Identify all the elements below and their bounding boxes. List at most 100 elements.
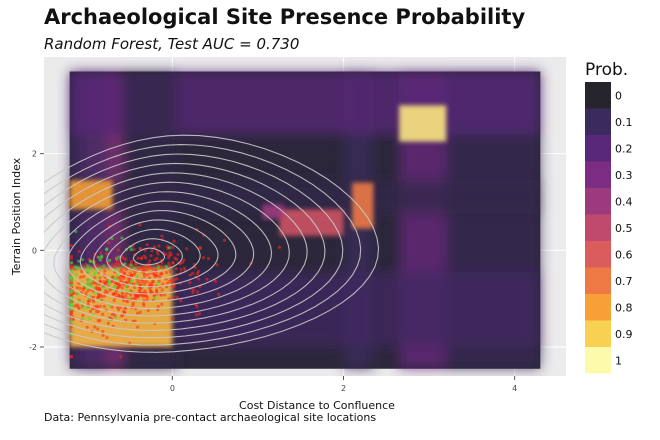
site-point	[137, 267, 141, 271]
legend-label: 0.2	[615, 142, 633, 155]
site-point	[165, 285, 169, 289]
site-point	[167, 261, 171, 265]
density-contour	[44, 162, 326, 331]
density-contour	[53, 191, 273, 310]
legend-swatch	[585, 214, 611, 241]
site-point	[159, 293, 164, 297]
site-point	[134, 262, 138, 266]
site-point	[152, 272, 156, 277]
site-point	[152, 245, 157, 249]
site-point	[168, 269, 172, 274]
legend-swatch	[585, 188, 611, 215]
site-point	[99, 250, 103, 255]
site-point	[124, 318, 128, 322]
chart-title: Archaeological Site Presence Probability	[44, 5, 526, 29]
site-point	[105, 290, 109, 294]
site-point	[168, 264, 172, 268]
site-point	[169, 278, 174, 282]
site-point	[146, 309, 150, 313]
legend-swatch	[585, 82, 611, 109]
site-point	[176, 252, 180, 257]
site-point	[103, 269, 107, 273]
site-point	[69, 288, 73, 293]
site-point	[164, 252, 168, 257]
site-point	[86, 264, 90, 268]
site-point	[102, 264, 106, 268]
site-point	[92, 273, 96, 277]
legend-label: 0.6	[615, 248, 633, 261]
x-axis-label: Cost Distance to Confluence	[239, 399, 395, 412]
site-point	[81, 275, 86, 279]
legend-swatch	[585, 108, 611, 135]
site-point	[85, 325, 89, 329]
site-point	[207, 256, 211, 261]
legend-title: Prob.	[585, 60, 629, 80]
site-point	[80, 269, 84, 274]
site-point	[69, 304, 73, 308]
site-point	[96, 327, 100, 331]
site-point	[120, 267, 124, 272]
site-point	[85, 306, 89, 310]
y-axis-label: Terrain Position Index	[10, 157, 23, 276]
site-point	[215, 263, 219, 267]
site-point	[81, 306, 86, 310]
site-point	[191, 271, 195, 275]
site-point	[132, 247, 136, 252]
site-point	[136, 256, 140, 260]
site-point	[196, 269, 201, 274]
site-point	[81, 313, 85, 317]
site-point	[98, 267, 102, 271]
site-point	[74, 272, 78, 276]
site-point	[96, 295, 100, 300]
site-point	[155, 256, 159, 261]
site-point	[114, 315, 118, 320]
site-point	[130, 259, 134, 263]
site-point	[113, 262, 117, 266]
site-point	[88, 294, 93, 298]
site-point	[92, 299, 96, 304]
axes: 0 2 4 -2 0 2 Cost Distance to Confluence Terrai…	[10, 150, 517, 412]
density-contour	[44, 134, 380, 353]
site-point	[112, 298, 116, 303]
site-point	[84, 268, 88, 272]
site-point	[135, 274, 140, 278]
site-point	[123, 271, 127, 275]
site-point	[155, 274, 159, 278]
site-point	[74, 292, 79, 296]
site-point	[101, 312, 105, 316]
site-point	[70, 279, 74, 283]
site-point	[124, 257, 128, 261]
site-point	[105, 336, 109, 340]
site-point	[136, 311, 140, 315]
legend-label: 0.3	[615, 169, 633, 182]
site-point	[132, 282, 136, 286]
legend: 0 0.1 0.2 0.3 0.4 0.5 0.6 0.7 0.8 0.9 1	[585, 82, 633, 374]
site-point	[144, 256, 148, 260]
site-point	[148, 288, 153, 292]
legend-swatch	[585, 347, 611, 374]
site-point	[104, 252, 109, 256]
site-point	[122, 299, 126, 303]
site-point	[100, 286, 104, 290]
site-point	[120, 274, 124, 278]
site-point	[277, 245, 282, 249]
site-point	[79, 275, 83, 279]
site-point	[98, 304, 102, 308]
site-point	[175, 277, 179, 281]
site-point	[73, 265, 77, 269]
site-point	[181, 260, 185, 264]
site-point	[142, 274, 147, 278]
site-point	[124, 294, 128, 298]
legend-swatch	[585, 320, 611, 347]
site-point	[98, 319, 102, 323]
site-point	[105, 248, 109, 252]
site-point	[116, 293, 120, 297]
site-point	[191, 288, 196, 292]
site-point	[129, 263, 133, 267]
site-point	[194, 313, 199, 317]
site-point	[129, 293, 133, 297]
site-point	[132, 285, 137, 290]
density-contours	[44, 134, 380, 353]
site-point	[122, 309, 126, 313]
